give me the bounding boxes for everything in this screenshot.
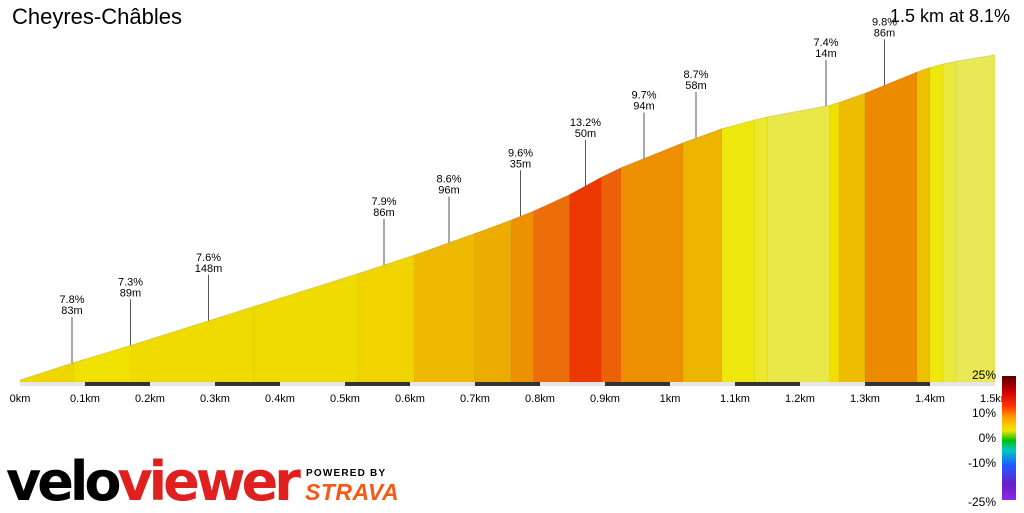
legend-label: 10%	[972, 406, 996, 420]
segment-length-label: 35m	[510, 158, 531, 170]
x-tick-label: 0.6km	[395, 393, 425, 405]
grade-band	[942, 60, 957, 383]
segment-grade-label: 7.3%	[118, 276, 143, 288]
segment-grade-label: 9.6%	[508, 147, 533, 159]
grade-band	[357, 254, 415, 383]
x-tick-label: 0.9km	[590, 393, 620, 405]
grade-band	[474, 219, 512, 383]
grade-band	[721, 119, 755, 383]
segment-grade-label: 8.6%	[436, 174, 461, 186]
x-tick-label: 1.4km	[915, 393, 945, 405]
x-tick-label: 1km	[660, 393, 681, 405]
segment-grade-label: 8.7%	[683, 69, 708, 81]
grade-band	[864, 71, 918, 383]
climb-summary: 1.5 km at 8.1%	[889, 6, 1010, 26]
x-tick-label: 0.2km	[135, 393, 165, 405]
x-tick-label: 1.1km	[720, 393, 750, 405]
legend-label: 0%	[979, 431, 997, 445]
grade-band	[838, 92, 866, 383]
distance-axis: 0km 0.1km 0.2km 0.3km 0.4km 0.5km 0.6km 0.7km 0.…	[10, 382, 1010, 405]
grade-band	[929, 63, 944, 383]
segment-grade-label: 7.9%	[371, 196, 396, 208]
segment-grade-label: 9.8%	[872, 16, 897, 28]
segment-markers: 7.8%83m7.3%89m7.6%148m7.9%86m8.6%96m9.6%…	[59, 16, 897, 364]
segment-length-label: 58m	[685, 80, 706, 92]
segment-length-label: 96m	[438, 185, 459, 197]
x-tick-label: 0km	[10, 393, 31, 405]
segment-length-label: 50m	[575, 128, 596, 140]
distance-axis-segment	[735, 382, 800, 386]
logo-velo-text: velo	[6, 450, 121, 513]
distance-axis-segment	[215, 382, 280, 386]
grade-band	[754, 116, 768, 383]
x-tick-label: 1.2km	[785, 393, 815, 405]
grade-band	[955, 54, 996, 383]
x-tick-label: 0.1km	[70, 393, 100, 405]
segment-length-label: 14m	[815, 48, 836, 60]
grade-band	[533, 194, 570, 383]
x-tick-label: 0.3km	[200, 393, 230, 405]
segment-grade-label: 13.2%	[570, 117, 601, 129]
distance-axis-segment	[605, 382, 670, 386]
segment-length-label: 94m	[633, 100, 654, 112]
powered-by-label: POWERED BY	[306, 468, 387, 479]
profile-outline	[19, 54, 996, 381]
x-tick-label: 0.4km	[265, 393, 295, 405]
gradient-legend: 25% 10% 0% -10% -25%	[968, 368, 1016, 509]
segment-grade-label: 7.6%	[196, 252, 221, 264]
grade-band	[510, 210, 534, 383]
segment-length-label: 83m	[61, 305, 82, 317]
segment-length-label: 86m	[874, 27, 895, 39]
distance-axis-segment	[865, 382, 930, 386]
climb-title: Cheyres-Châbles	[12, 4, 182, 29]
x-tick-label: 0.5km	[330, 393, 360, 405]
grade-band	[682, 128, 723, 383]
segment-length-label: 86m	[373, 207, 394, 219]
x-tick-label: 0.7km	[460, 393, 490, 405]
grade-band	[620, 142, 684, 383]
distance-axis-segment	[85, 382, 150, 386]
segment-length-label: 89m	[120, 287, 141, 299]
legend-label: -25%	[968, 495, 996, 509]
grade-bands	[19, 54, 996, 383]
gradient-legend-bar	[1002, 376, 1016, 500]
grade-band	[767, 105, 830, 383]
segment-grade-label: 7.4%	[813, 37, 838, 49]
segment-length-label: 148m	[195, 263, 223, 275]
segment-grade-label: 7.8%	[59, 294, 84, 306]
segment-grade-label: 9.7%	[631, 89, 656, 101]
grade-band	[73, 344, 133, 383]
x-tick-label: 1.3km	[850, 393, 880, 405]
grade-band	[131, 305, 255, 383]
distance-axis-segment	[475, 382, 540, 386]
x-tick-label: 0.8km	[525, 393, 555, 405]
veloviewer-logo[interactable]: veloviewer	[6, 450, 301, 513]
legend-label: 25%	[972, 368, 996, 382]
grade-band	[413, 232, 476, 383]
grade-band	[568, 176, 603, 383]
grade-band	[601, 167, 622, 383]
logo-viewer-text: viewer	[117, 450, 300, 513]
grade-band	[828, 101, 840, 383]
strava-logo[interactable]: STRAVA	[305, 479, 400, 505]
distance-axis-segment	[345, 382, 410, 386]
legend-label: -10%	[968, 456, 996, 470]
grade-band	[916, 67, 931, 383]
